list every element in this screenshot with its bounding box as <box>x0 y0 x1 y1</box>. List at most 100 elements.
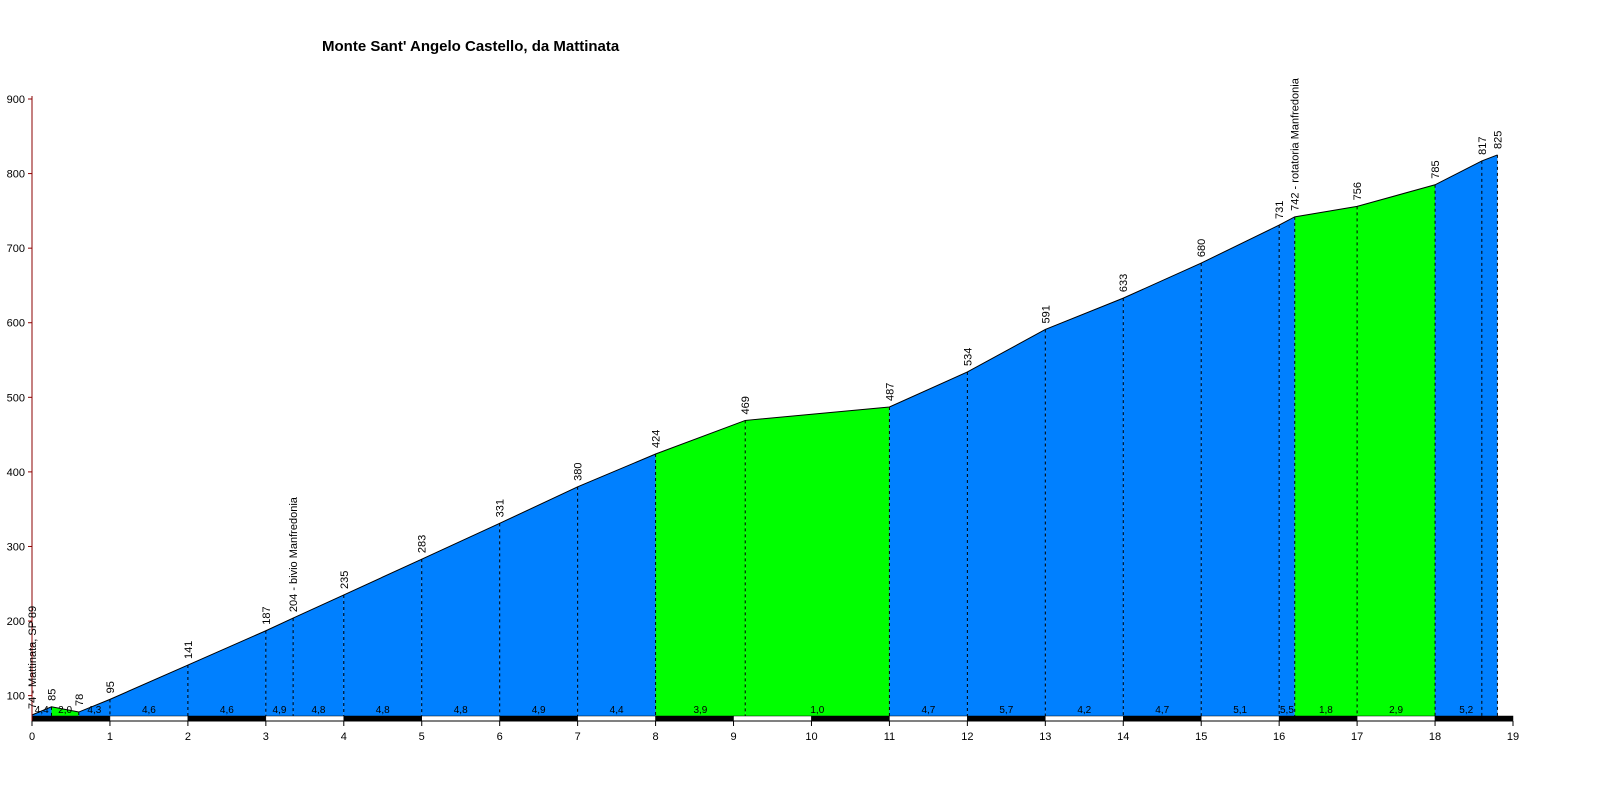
point-label: 469 <box>740 396 752 414</box>
x-tick-label: 0 <box>29 731 35 743</box>
kilometer-strip <box>31 715 1514 722</box>
x-tick-label: 5 <box>419 731 425 743</box>
x-tick-label: 16 <box>1273 731 1285 743</box>
y-tick-label: 100 <box>7 691 25 703</box>
gradient-label: 4,6 <box>220 705 234 716</box>
gradient-label: 5,7 <box>999 705 1013 716</box>
area-segment <box>967 329 1046 716</box>
x-tick-label: 9 <box>730 731 736 743</box>
area-segment <box>109 665 188 716</box>
area-segment <box>577 453 656 716</box>
x-tick-label: 4 <box>341 731 347 743</box>
km-strip-block <box>1434 715 1514 722</box>
km-strip-block <box>577 715 656 722</box>
km-strip-block <box>421 715 500 722</box>
x-tick-label: 19 <box>1507 731 1519 743</box>
chart-title: Monte Sant' Angelo Castello, da Mattinat… <box>322 38 620 55</box>
x-tick-label: 17 <box>1351 731 1363 743</box>
gradient-label: 4,3 <box>87 705 101 716</box>
area-segment <box>1123 263 1202 716</box>
km-strip-block <box>811 715 890 722</box>
point-label: 817 <box>1477 137 1489 155</box>
area-segment <box>1435 154 1498 717</box>
x-tick-label: 10 <box>805 731 817 743</box>
y-tick-label: 600 <box>7 318 25 330</box>
y-tick-label: 700 <box>7 243 25 255</box>
point-label: 424 <box>651 430 663 448</box>
x-tick-label: 13 <box>1039 731 1051 743</box>
point-label: 534 <box>962 348 974 366</box>
gradient-label: 4,8 <box>376 705 390 716</box>
y-tick-label: 500 <box>7 392 25 404</box>
gradient-label: 5,5 <box>1280 705 1294 716</box>
x-tick-label: 1 <box>107 731 113 743</box>
km-strip-block <box>655 715 734 722</box>
x-tick-label: 7 <box>575 731 581 743</box>
gradient-label: 1,0 <box>810 705 824 716</box>
x-tick-label: 8 <box>653 731 659 743</box>
area-segment <box>51 706 79 716</box>
km-strip-block <box>109 715 189 722</box>
gradient-label: 4,8 <box>312 705 326 716</box>
point-label: 187 <box>261 606 273 624</box>
km-strip-block <box>1278 715 1358 722</box>
x-tick-label: 3 <box>263 731 269 743</box>
gradient-label: 4,7 <box>1155 705 1169 716</box>
area-segment <box>343 559 422 716</box>
axes: 0 1 2 3 4 5 6 7 8 9 10 11 12 13 14 15 16 17 18 191002003004… <box>7 94 1519 743</box>
area-segment <box>1357 184 1436 716</box>
point-label: 78 <box>74 694 86 706</box>
y-tick-label: 800 <box>7 169 25 181</box>
y-tick-label: 200 <box>7 616 25 628</box>
area-segment <box>655 420 746 716</box>
point-label: 380 <box>573 462 585 480</box>
x-tick-label: 14 <box>1117 731 1129 743</box>
point-label: 331 <box>495 499 507 517</box>
gradient-label: 5,2 <box>1459 705 1473 716</box>
gradient-label: 4,9 <box>273 705 287 716</box>
point-label: 95 <box>105 681 117 693</box>
km-strip-block <box>31 715 111 722</box>
point-label: 742 - rotatoria Manfredonia <box>1290 77 1302 211</box>
point-label: 756 <box>1352 182 1364 200</box>
gradient-label: 4,4 <box>610 705 624 716</box>
point-label: 74 - Mattinata, SP 89 <box>27 606 39 709</box>
area-segment <box>745 407 890 716</box>
x-tick-label: 12 <box>961 731 973 743</box>
gradient-label: 4,2 <box>1077 705 1091 716</box>
km-strip-block <box>889 715 968 722</box>
gradient-label: 3,9 <box>693 705 707 716</box>
gradient-label: 1,8 <box>1319 705 1333 716</box>
km-strip-block <box>343 715 422 722</box>
point-labels: 74 - Mattinata, SP 89 85 78 95 141 187 204 - b… <box>27 77 1504 709</box>
point-label: 235 <box>339 571 351 589</box>
gradient-label: 4,4 <box>35 705 49 716</box>
km-strip-block <box>187 715 267 722</box>
y-tick-label: 900 <box>7 94 25 106</box>
point-label: 680 <box>1196 239 1208 257</box>
gradient-label: 4,6 <box>142 705 156 716</box>
area-segment <box>187 630 266 716</box>
gradient-label: 5,1 <box>1233 705 1247 716</box>
x-tick-label: 15 <box>1195 731 1207 743</box>
km-strip-block <box>967 715 1046 722</box>
area-segment <box>1279 216 1295 716</box>
km-strip-block <box>1356 715 1436 722</box>
area-segment <box>499 486 578 716</box>
area-segment <box>78 699 110 716</box>
point-label: 731 <box>1274 201 1286 219</box>
y-tick-label: 400 <box>7 467 25 479</box>
gradient-label: 4,8 <box>454 705 468 716</box>
x-tick-label: 11 <box>884 731 895 743</box>
gradient-label: 4,7 <box>921 705 935 716</box>
point-label: 141 <box>183 641 195 659</box>
x-tick-label: 18 <box>1429 731 1441 743</box>
km-strip-block <box>499 715 578 722</box>
point-label: 283 <box>417 535 429 553</box>
area-segment <box>1294 206 1358 717</box>
point-label: 204 - bivio Manfredonia <box>288 496 300 612</box>
profile-line <box>31 154 1498 716</box>
point-label: 785 <box>1430 160 1442 178</box>
gradient-label: 2,0 <box>58 705 72 716</box>
